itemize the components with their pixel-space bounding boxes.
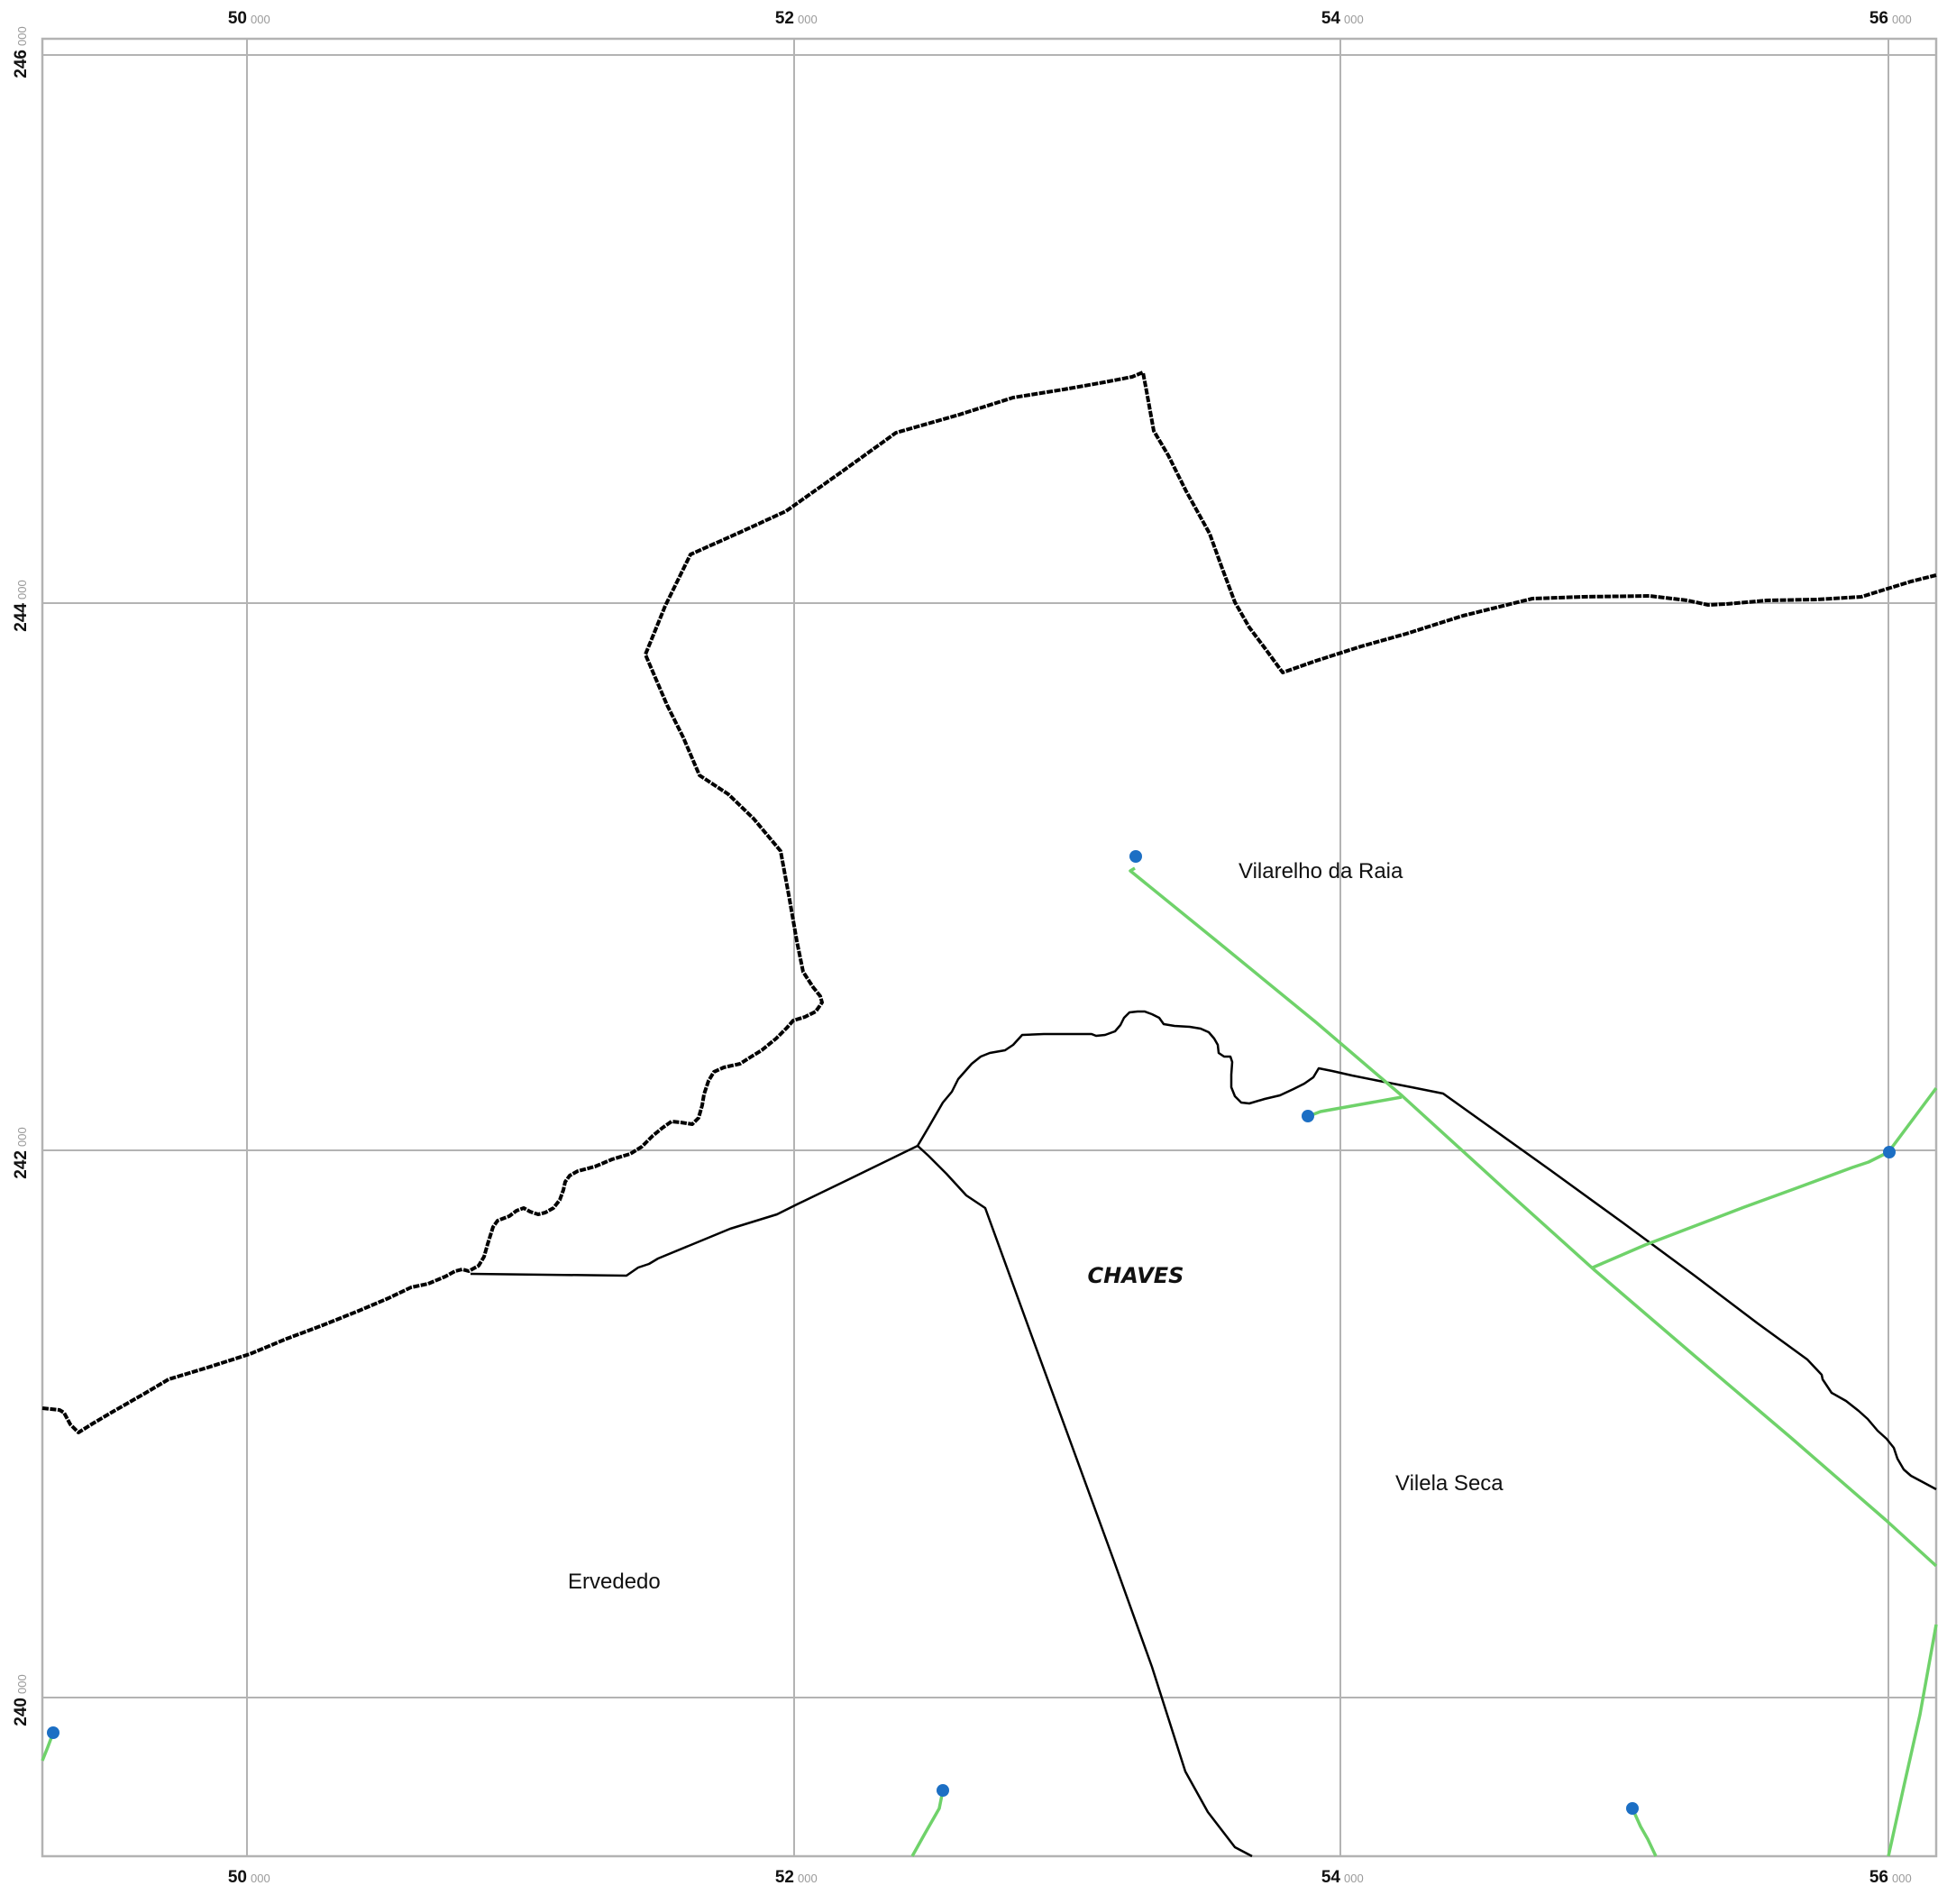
x-tick-bottom-50000-major: 50 xyxy=(228,1868,247,1887)
route-main-diagonal xyxy=(1129,866,1938,1568)
parish-boundaries xyxy=(470,1010,1937,1858)
route-branch-east xyxy=(1592,1086,1938,1269)
x-tick-top-56000-minor: 000 xyxy=(1892,13,1912,26)
x-tick-top-50000-major: 50 xyxy=(228,9,247,28)
x-tick-bottom-54000-major: 54 xyxy=(1321,1868,1341,1887)
x-tick-top-54000-major: 54 xyxy=(1321,9,1341,28)
y-tick-242000-minor: 000 xyxy=(15,1127,29,1147)
label-vilela-seca: Vilela Seca xyxy=(1395,1471,1504,1496)
y-tick-246000-major: 246 xyxy=(12,50,31,78)
x-tick-bottom-56000-major: 56 xyxy=(1869,1868,1888,1887)
label-chaves: CHAVES xyxy=(1088,1263,1184,1288)
boundary-ervededo-east xyxy=(917,1145,1253,1858)
label-vilarelho-da-raia: Vilarelho da Raia xyxy=(1239,859,1403,883)
label-ervededo: Ervededo xyxy=(568,1570,661,1594)
x-tick-top-50000-minor: 000 xyxy=(251,13,270,26)
national-border xyxy=(41,371,1937,1434)
point-marker[interactable] xyxy=(937,1784,949,1797)
point-marker[interactable] xyxy=(1883,1146,1896,1158)
y-tick-244000-major: 244 xyxy=(12,603,31,632)
y-tick-240000-major: 240 xyxy=(12,1698,31,1726)
y-axis-labels-left: 246 000 244 000 242 000 240 000 xyxy=(12,26,31,1726)
x-tick-top-52000-minor: 000 xyxy=(798,13,818,26)
y-tick-246000-minor: 000 xyxy=(15,26,29,46)
x-tick-bottom-50000-minor: 000 xyxy=(251,1872,270,1885)
route-lower-right xyxy=(1887,1624,1938,1857)
y-tick-240000-minor: 000 xyxy=(15,1674,29,1694)
routes xyxy=(41,866,1938,1857)
point-marker[interactable] xyxy=(1626,1802,1639,1815)
boundary-ervededo-north xyxy=(470,1010,1937,1491)
y-tick-242000-major: 242 xyxy=(12,1150,31,1179)
point-marker[interactable] xyxy=(47,1726,59,1739)
route-bottom-right xyxy=(1631,1808,1658,1857)
x-tick-bottom-52000-major: 52 xyxy=(775,1868,794,1887)
x-tick-bottom-56000-minor: 000 xyxy=(1892,1872,1912,1885)
x-tick-bottom-54000-minor: 000 xyxy=(1344,1872,1364,1885)
x-tick-top-56000-major: 56 xyxy=(1869,9,1888,28)
x-axis-labels-top: 50 000 52 000 54 000 56 000 xyxy=(228,9,1912,28)
points xyxy=(47,850,1896,1815)
point-marker[interactable] xyxy=(1302,1110,1314,1122)
grid-lines xyxy=(42,39,1936,1856)
y-tick-244000-minor: 000 xyxy=(15,580,29,600)
x-tick-top-54000-minor: 000 xyxy=(1344,13,1364,26)
x-tick-top-52000-major: 52 xyxy=(775,9,794,28)
route-bottom-center xyxy=(910,1790,945,1857)
x-axis-labels-bottom: 50 000 52 000 54 000 56 000 xyxy=(228,1868,1912,1887)
route-branch-west xyxy=(1308,1095,1403,1118)
point-marker[interactable] xyxy=(1129,850,1142,863)
x-tick-bottom-52000-minor: 000 xyxy=(798,1872,818,1885)
place-labels: Vilarelho da Raia CHAVES Vilela Seca Erv… xyxy=(568,859,1504,1594)
map-frame xyxy=(41,37,1938,1858)
